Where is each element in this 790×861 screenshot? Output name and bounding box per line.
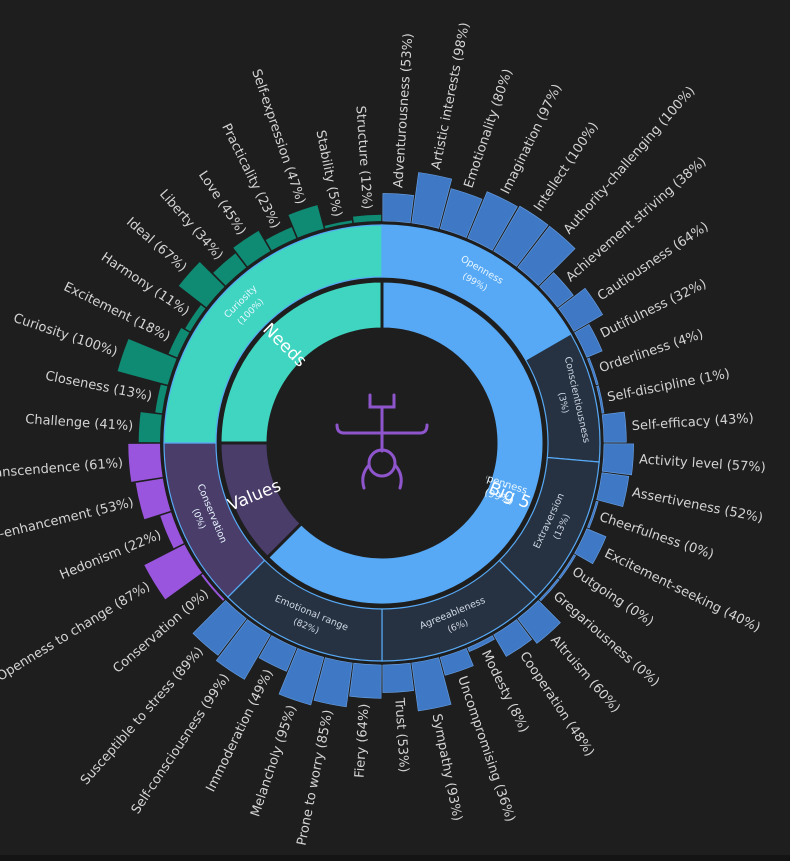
facet-bar-immoderation[interactable] (258, 635, 297, 672)
facet-label-prone-to-worry: Prone to worry (85%) (295, 709, 337, 847)
facet-bar-liberty[interactable] (213, 253, 247, 286)
facet-bar-self-discipline[interactable] (596, 385, 605, 414)
facet-label-sympathy: Sympathy (93%) (429, 713, 465, 823)
facet-bar-challenge[interactable] (138, 412, 162, 443)
facet-bar-cautiousness[interactable] (558, 287, 604, 332)
facet-bar-uncompromising[interactable] (439, 648, 474, 676)
facet-bar-intellect[interactable] (493, 205, 549, 267)
facet-bar-self-transcendence[interactable] (128, 443, 163, 482)
facet-bar-excitement-seeking[interactable] (574, 528, 607, 565)
facet-bar-love[interactable] (233, 230, 271, 267)
persona-glyph-icon (335, 393, 429, 490)
facet-label-self-efficacy: Self-efficacy (43%) (631, 411, 754, 434)
facet-label-fiery: Fiery (64%) (353, 703, 373, 778)
facet-label-excitement-seeking: Excitement-seeking (40%) (602, 546, 763, 635)
facet-bar-emotionality[interactable] (439, 188, 483, 238)
facet-label-self-enhancement: Self-enhancement (53%) (0, 495, 135, 547)
facet-bar-altruism[interactable] (517, 600, 561, 644)
facet-label-activity-level: Activity level (57%) (639, 452, 767, 475)
facet-bar-self-efficacy[interactable] (601, 411, 627, 443)
facet-bar-self-enhancement[interactable] (135, 478, 171, 520)
middle-label-pct: (3%) (555, 391, 569, 414)
facet-label-self-transcendence: Self-transcendence (61%) (0, 456, 124, 484)
facet-bar-imagination[interactable] (467, 191, 518, 251)
facet-bar-closeness[interactable] (155, 384, 168, 414)
middle-segment-emotional-range[interactable] (227, 559, 383, 662)
facet-bar-self-consciousness[interactable] (215, 619, 271, 680)
facet-label-stability: Stability (5%) (312, 129, 344, 218)
facet-bar-ideal[interactable] (178, 262, 225, 308)
facet-label-challenge: Challenge (41%) (25, 412, 134, 434)
inner-segment-values[interactable] (218, 441, 304, 560)
facet-bar-structure[interactable] (352, 214, 382, 223)
facet-label-assertiveness: Assertiveness (52%) (631, 485, 765, 526)
facet-bar-gregariousness[interactable] (539, 578, 560, 602)
facet-bar-susceptible-to-stress[interactable] (192, 600, 247, 656)
facet-label-ideal: Ideal (67%) (123, 215, 189, 276)
facet-bar-achievement-striving[interactable] (539, 272, 574, 308)
facet-label-authority-challenging: Authority-challenging (100%) (561, 84, 698, 238)
facet-bar-melancholy[interactable] (278, 648, 325, 706)
facet-label-openness-to-change: Openness to change (87%) (0, 579, 153, 684)
facet-bar-hedonism[interactable] (160, 512, 184, 549)
facet-bar-harmony[interactable] (185, 305, 206, 332)
facet-bar-modesty[interactable] (467, 635, 495, 653)
middle-segment-conservation[interactable] (163, 442, 266, 598)
facet-label-artistic-interests: Artistic interests (98%) (429, 21, 473, 171)
facet-bar-outgoing[interactable] (558, 554, 577, 580)
facet-bar-cheerfulness[interactable] (587, 500, 599, 529)
facet-bar-openness-to-change[interactable] (144, 544, 202, 600)
facet-bar-practicality[interactable] (265, 227, 297, 251)
facet-bar-orderliness[interactable] (587, 357, 599, 386)
facet-label-adventurousness: Adventurousness (53%) (391, 33, 416, 189)
bottom-strip (0, 855, 790, 861)
facet-bar-curiosity[interactable] (117, 339, 177, 385)
inner-segment-big-5[interactable] (265, 279, 546, 607)
facet-label-self-discipline: Self-discipline (1%) (606, 366, 731, 405)
facet-bar-sympathy[interactable] (411, 657, 452, 712)
facet-bar-trust[interactable] (382, 662, 415, 693)
facet-label-trust: Trust (53%) (391, 697, 411, 773)
facet-label-susceptible-to-stress: Susceptible to stress (89%) (78, 644, 207, 788)
facet-bar-dutifulness[interactable] (574, 323, 603, 358)
facet-bar-authority-challenging[interactable] (517, 225, 576, 286)
facet-bar-activity-level[interactable] (601, 443, 634, 476)
facet-bar-self-expression[interactable] (288, 205, 324, 238)
facet-bar-excitement[interactable] (168, 328, 190, 358)
facet-label-gregariousness: Gregariousness (0%) (550, 589, 662, 690)
facet-bar-conservation[interactable] (201, 574, 225, 601)
facet-bar-adventurousness[interactable] (382, 193, 415, 224)
facet-label-melancholy: Melancholy (95%) (248, 703, 300, 818)
facet-bar-stability[interactable] (324, 220, 353, 229)
facet-label-self-consciousness: Self-consciousness (99%) (129, 671, 233, 817)
facet-bar-fiery[interactable] (349, 662, 382, 699)
facet-label-structure: Structure (12%) (352, 105, 374, 209)
facet-bar-prone-to-worry[interactable] (313, 657, 353, 708)
facet-label-curiosity: Curiosity (100%) (11, 311, 119, 360)
facet-label-hedonism: Hedonism (22%) (58, 528, 164, 583)
facet-bar-assertiveness[interactable] (596, 472, 630, 507)
facet-bar-cooperation[interactable] (493, 619, 533, 657)
facet-bar-artistic-interests[interactable] (411, 172, 453, 229)
